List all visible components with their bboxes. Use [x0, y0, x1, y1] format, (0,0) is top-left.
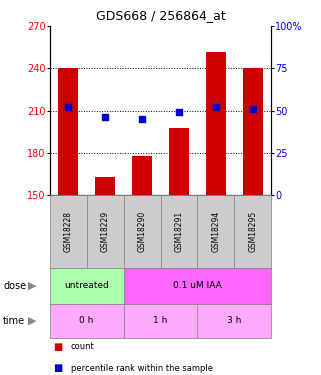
Text: untreated: untreated: [64, 281, 109, 290]
Text: ▶: ▶: [28, 281, 36, 291]
Text: 3 h: 3 h: [227, 316, 241, 325]
Point: [250, 106, 256, 112]
Point: [140, 116, 145, 122]
Text: count: count: [71, 342, 94, 351]
Bar: [132, 156, 152, 195]
Bar: [206, 52, 226, 195]
Text: GSM18295: GSM18295: [248, 211, 257, 252]
Text: percentile rank within the sample: percentile rank within the sample: [71, 364, 213, 373]
Point: [177, 110, 182, 116]
Text: ■: ■: [53, 342, 62, 352]
Text: ■: ■: [53, 363, 62, 373]
Text: 1 h: 1 h: [153, 316, 168, 325]
Text: GSM18291: GSM18291: [174, 211, 184, 252]
Text: GDS668 / 256864_at: GDS668 / 256864_at: [96, 9, 225, 22]
Bar: [243, 68, 263, 195]
Text: GSM18228: GSM18228: [64, 211, 73, 252]
Text: GSM18294: GSM18294: [211, 211, 221, 252]
Bar: [58, 68, 78, 195]
Text: time: time: [3, 316, 25, 326]
Point: [213, 104, 218, 110]
Bar: [95, 177, 115, 195]
Point: [102, 114, 108, 120]
Text: dose: dose: [3, 281, 26, 291]
Point: [66, 104, 71, 110]
Text: GSM18290: GSM18290: [137, 211, 147, 252]
Text: 0 h: 0 h: [80, 316, 94, 325]
Text: ▶: ▶: [28, 316, 36, 326]
Bar: [169, 128, 189, 195]
Text: GSM18229: GSM18229: [100, 211, 110, 252]
Text: 0.1 uM IAA: 0.1 uM IAA: [173, 281, 222, 290]
